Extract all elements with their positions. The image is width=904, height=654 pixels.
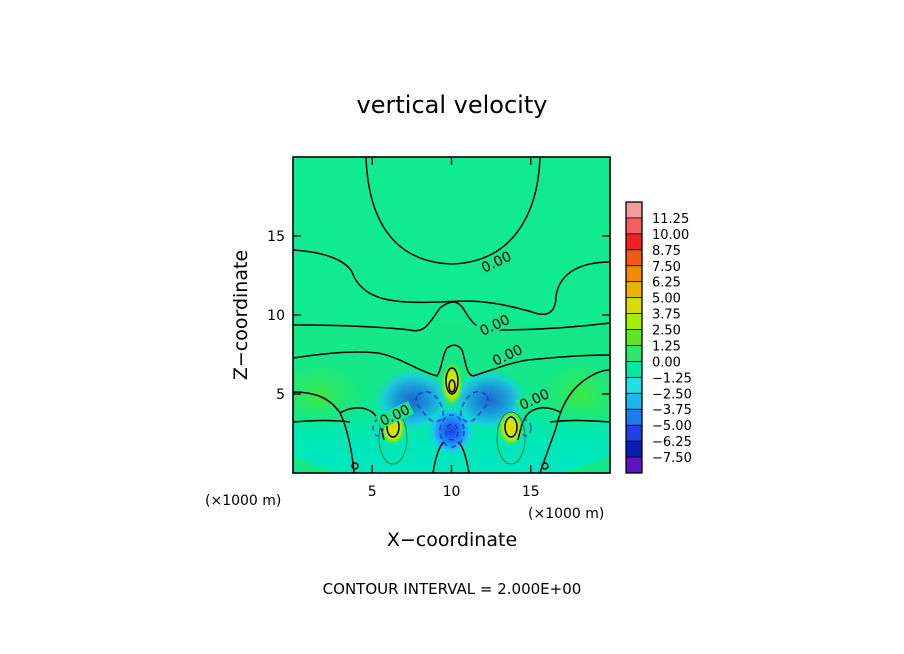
colorbar-swatch [626, 217, 642, 235]
colorbar-swatch [626, 345, 642, 362]
contour-line [445, 367, 459, 395]
contour-label-bg [475, 310, 514, 339]
contour-line [457, 441, 470, 473]
contour-line [504, 416, 518, 438]
central-downdraft [427, 405, 475, 457]
x-tick-label: 10 [443, 484, 461, 500]
right-side-updraft [537, 360, 610, 430]
y-axis: 5 10 15 [267, 229, 610, 403]
colorbar-label: 5.00 [652, 292, 681, 307]
x-axis-label: X−coordinate [387, 529, 517, 551]
colorbar-label: −3.75 [652, 403, 692, 418]
negative-contours [372, 391, 532, 448]
dashed-contour [439, 414, 465, 448]
colorbar-label: 1.25 [652, 339, 681, 354]
x-tick-label: 15 [522, 484, 540, 500]
colorbar-swatch [626, 393, 642, 410]
y-tick-label: 10 [267, 308, 285, 324]
colorbar-swatch [626, 281, 642, 299]
colorbar-label: 7.50 [652, 260, 681, 275]
colorbar-label: 6.25 [652, 276, 681, 291]
contour-line [365, 157, 541, 265]
colorbar-label: 8.75 [652, 244, 681, 259]
contour-line [448, 379, 456, 393]
colorbar-label: 0.00 [652, 355, 681, 370]
colorbar-label: −6.25 [652, 435, 692, 450]
contour-line [549, 419, 610, 423]
left-side-updraft [293, 360, 365, 430]
colorbar-swatch [626, 329, 642, 346]
x-tick-label: 5 [368, 484, 377, 500]
colorbar-frame [625, 201, 643, 474]
colorbar-label: 11.25 [652, 212, 689, 227]
colorbar-label: −2.50 [652, 387, 692, 402]
colorbar-swatch [626, 297, 642, 314]
x-unit-right: (×1000 m) [528, 506, 604, 522]
colorbar-label: −7.50 [652, 451, 692, 466]
x-unit-left: (×1000 m) [205, 493, 281, 509]
colorbar-swatch [626, 377, 642, 394]
y-tick-label: 15 [267, 229, 285, 245]
colorbar-label: −1.25 [652, 371, 692, 386]
colorbar-swatch [626, 409, 642, 426]
colorbar-swatch [626, 441, 642, 458]
dashed-contour [520, 419, 532, 437]
contour-line [293, 301, 610, 332]
contour-line [351, 462, 359, 470]
chart-title: vertical velocity [357, 91, 548, 119]
right-updraft [498, 410, 524, 446]
contour-line [539, 369, 610, 473]
colorbar: 11.2510.008.757.506.255.003.752.501.250.… [625, 201, 692, 474]
colorbar-swatch [626, 361, 642, 378]
dashed-contour [460, 391, 489, 423]
contour-label-bg [375, 401, 415, 429]
colorbar-swatch [626, 265, 642, 283]
contour-line [496, 411, 526, 465]
contour-label-bg [488, 340, 527, 369]
contour-line [293, 419, 351, 423]
colorbar-swatch [626, 202, 642, 219]
colorbar-label: 2.50 [652, 324, 681, 339]
colorbar-label: −5.00 [652, 419, 692, 434]
y-tick-label: 5 [276, 387, 285, 403]
colorbar-swatch [626, 457, 642, 474]
dashed-contour [445, 423, 459, 441]
contour-line [293, 344, 610, 377]
contour-line [517, 407, 561, 441]
dashed-contour [415, 391, 444, 423]
y-axis-label: Z−coordinate [230, 250, 252, 380]
upper-field [293, 157, 610, 322]
contour-interval-note: CONTOUR INTERVAL = 2.000E+00 [323, 580, 582, 598]
x-axis: 5 10 15 [368, 157, 540, 500]
colorbar-label: 3.75 [652, 308, 681, 323]
contour-line [293, 249, 610, 316]
colorbar-swatch [626, 249, 642, 267]
contour-line [541, 462, 549, 470]
contour-label-bg [476, 247, 516, 276]
colorbar-swatch [626, 313, 642, 330]
colorbar-swatch [626, 233, 642, 251]
contour-label-bg [514, 385, 554, 414]
colorbar-label: 10.00 [652, 228, 689, 243]
plot-area: 0.000.000.000.000.00 [293, 157, 610, 473]
colorbar-swatch [626, 425, 642, 442]
contour-line [432, 441, 445, 473]
